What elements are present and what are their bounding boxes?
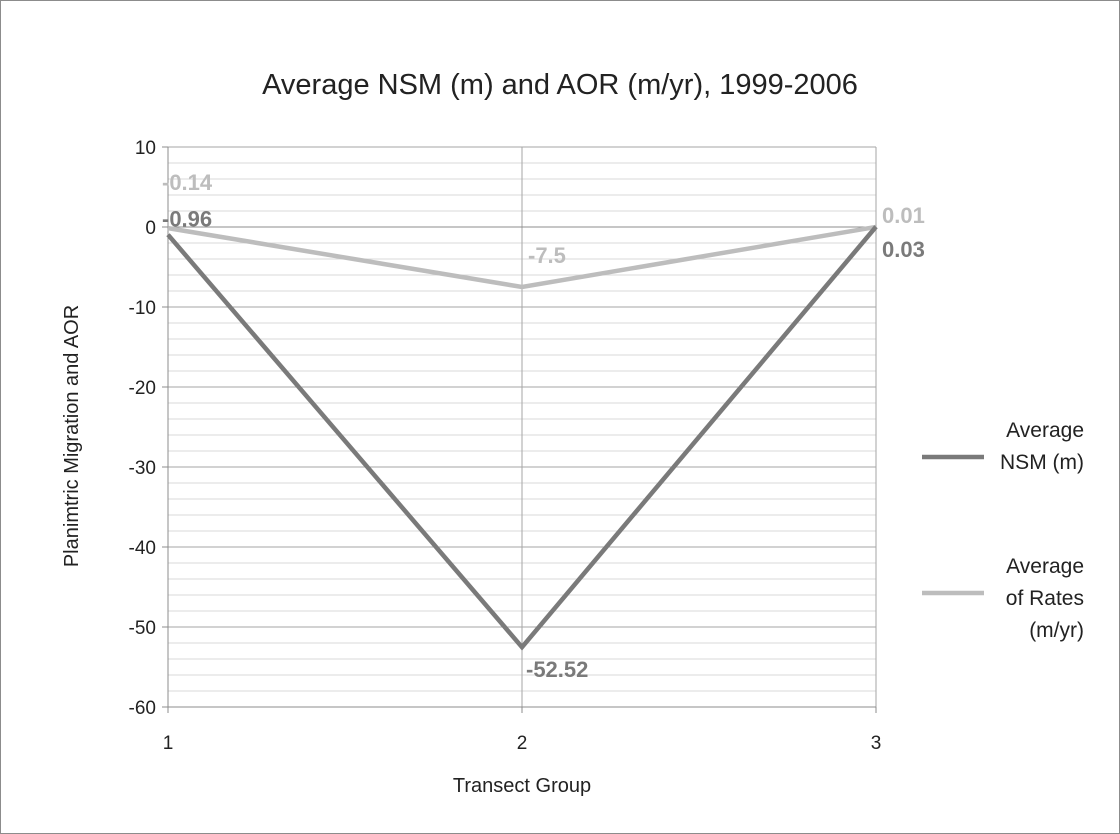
y-tick-label: 0 — [145, 218, 156, 239]
y-tick-label: 10 — [135, 138, 156, 159]
series-lines — [166, 224, 878, 651]
legend-label: Average — [1006, 555, 1084, 578]
y-axis-label: Planimtric Migration and AOR — [61, 305, 83, 567]
data-labels: -0.96 -52.52 0.03 -0.14 -7.5 0.01 — [162, 170, 925, 682]
legend: Average NSM (m) Average of Rates (m/yr) — [922, 419, 1084, 642]
y-tick-label: -60 — [129, 698, 156, 719]
axes — [162, 146, 877, 713]
y-tick-labels: 10 0 -10 -20 -30 -40 -50 -60 — [129, 138, 156, 719]
gridlines — [168, 146, 877, 708]
x-tick-label: 1 — [163, 733, 174, 754]
y-tick-label: -40 — [129, 538, 156, 559]
x-tick-label: 3 — [871, 733, 882, 754]
y-tick-label: -50 — [129, 618, 156, 639]
y-tick-label: -20 — [129, 378, 156, 399]
y-tick-label: -10 — [129, 298, 156, 319]
data-label: 0.03 — [882, 237, 925, 262]
series-line-1 — [166, 225, 878, 651]
data-label: -7.5 — [528, 243, 566, 268]
x-axis-label: Transect Group — [453, 775, 591, 797]
x-tick-labels: 1 2 3 — [163, 733, 882, 754]
data-label: -0.14 — [162, 170, 213, 195]
y-tick-label: -30 — [129, 458, 156, 479]
legend-label: NSM (m) — [1000, 451, 1084, 474]
data-label: -0.96 — [162, 207, 212, 232]
legend-label: (m/yr) — [1029, 619, 1084, 642]
chart-title: Average NSM (m) and AOR (m/yr), 1999-200… — [262, 69, 858, 101]
data-label: -52.52 — [526, 657, 588, 682]
series-line-2 — [167, 224, 877, 290]
legend-label: Average — [1006, 419, 1084, 442]
legend-label: of Rates — [1006, 587, 1084, 610]
data-label: 0.01 — [882, 203, 925, 228]
x-tick-label: 2 — [517, 733, 528, 754]
